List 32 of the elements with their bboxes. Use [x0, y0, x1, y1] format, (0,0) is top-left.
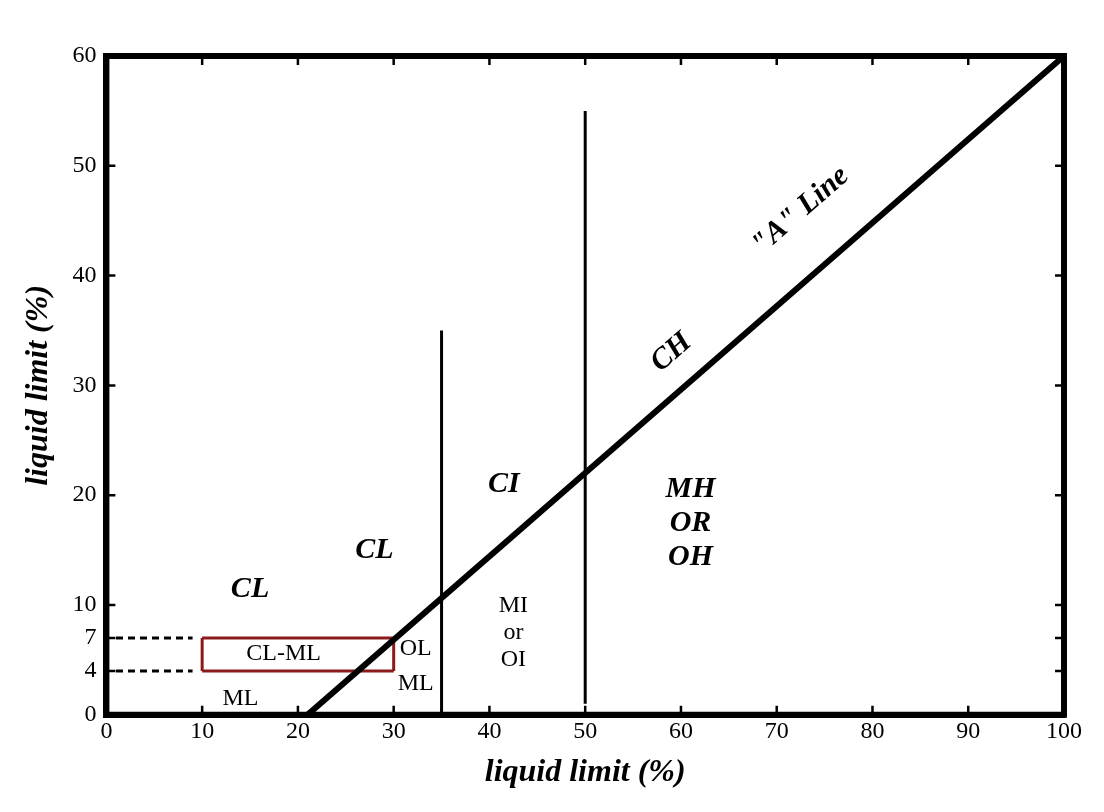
annotation: MH OR OH — [664, 470, 718, 572]
annotation: "A" Line — [743, 157, 854, 260]
y-tick-label: 10 — [72, 590, 97, 617]
x-tick-label: 10 — [190, 717, 215, 744]
x-tick-label: 90 — [956, 717, 981, 744]
x-tick-label: 100 — [1046, 717, 1082, 744]
x-tick-label: 20 — [285, 717, 310, 744]
y-tick-label: 4 — [84, 656, 97, 683]
y-tick-label: 0 — [84, 700, 97, 727]
annotation: CI — [487, 464, 521, 498]
x-tick-label: 60 — [668, 717, 693, 744]
annotation: ML — [222, 683, 259, 710]
y-tick-label: 60 — [72, 41, 97, 68]
y-tick-label: 40 — [72, 260, 97, 287]
annotation: OL — [399, 634, 432, 661]
x-tick-label: 40 — [477, 717, 502, 744]
y-tick-label: 20 — [72, 480, 97, 507]
x-tick-label: 30 — [381, 717, 406, 744]
annotation: MI or OI — [498, 590, 529, 671]
y-tick-label: 50 — [72, 151, 97, 178]
annotation: CH — [642, 322, 699, 378]
annotation: CL-ML — [246, 639, 321, 666]
x-tick-label: 50 — [573, 717, 598, 744]
annotation: CL — [230, 570, 270, 604]
annotation: CL — [355, 530, 394, 564]
x-axis-title: liquid limit (%) — [484, 752, 686, 789]
annotation: ML — [397, 669, 434, 696]
x-tick-label: 80 — [860, 717, 885, 744]
x-tick-label: 70 — [764, 717, 789, 744]
y-tick-label: 7 — [84, 623, 97, 650]
y-axis-title: liquid limit (%) — [18, 284, 55, 486]
y-tick-label: 30 — [72, 370, 97, 397]
